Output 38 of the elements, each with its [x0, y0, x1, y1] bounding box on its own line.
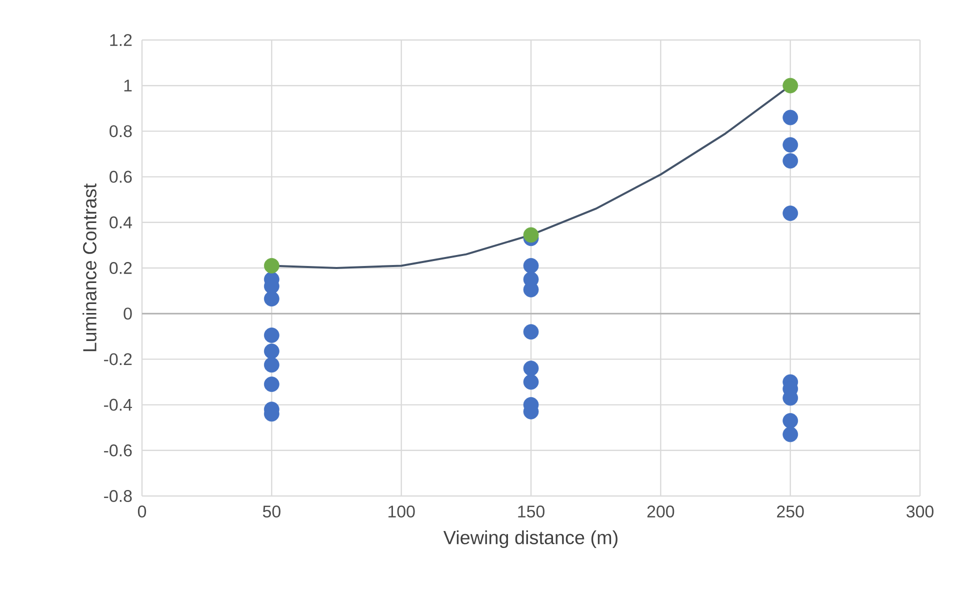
- point: [264, 376, 280, 392]
- point: [782, 206, 798, 221]
- point: [523, 258, 539, 274]
- x-tick-label: 200: [647, 506, 674, 518]
- y-tick-label: -0.8: [104, 490, 132, 502]
- y-axis-title: Luminance Contrast: [82, 183, 96, 352]
- point: [523, 360, 539, 376]
- point: [264, 328, 280, 343]
- y-tick-label: 1.2: [110, 34, 132, 46]
- point: [782, 153, 798, 169]
- point: [264, 344, 280, 359]
- y-tick-label: -0.6: [104, 444, 132, 456]
- point: [782, 137, 798, 153]
- x-tick-label: 0: [138, 506, 146, 518]
- x-tick-label: 300: [906, 506, 934, 518]
- y-tick-label: 0.4: [110, 216, 132, 228]
- point: [523, 374, 539, 390]
- point: [782, 426, 798, 442]
- point: [523, 324, 539, 340]
- y-tick-label: -0.4: [104, 398, 132, 411]
- point: [523, 227, 539, 243]
- x-axis-title: Viewing distance (m): [443, 530, 618, 548]
- y-tick-label: -0.2: [104, 353, 132, 366]
- point: [264, 291, 280, 306]
- point: [264, 258, 280, 274]
- y-tick-label: 0.8: [110, 125, 132, 138]
- y-tick-label: 0.2: [110, 262, 132, 274]
- x-tick-label: 250: [777, 506, 804, 518]
- x-tick-label: 50: [262, 506, 280, 518]
- y-tick-label: 0: [124, 308, 132, 320]
- y-tick-label: 0.6: [110, 170, 132, 183]
- point: [264, 357, 280, 373]
- x-tick-label: 150: [518, 506, 544, 518]
- y-tick-label: 1: [124, 80, 132, 92]
- point: [782, 110, 798, 126]
- x-tick-label: 100: [388, 506, 415, 518]
- point: [782, 413, 798, 428]
- point: [782, 78, 798, 94]
